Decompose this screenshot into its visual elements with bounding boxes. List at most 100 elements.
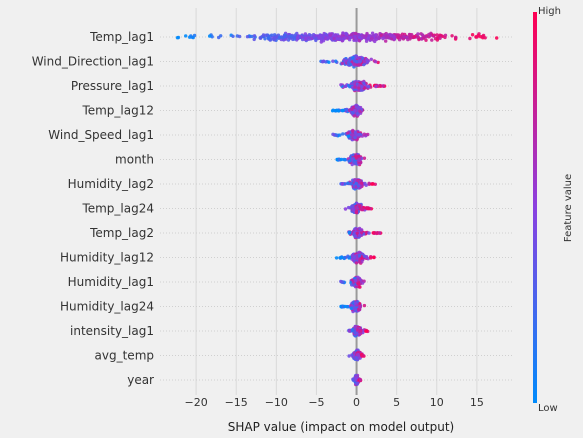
point-month-168 <box>339 157 344 162</box>
point-Temp_lag1-489 <box>245 35 250 39</box>
point-Temp_lag1-412 <box>354 38 359 43</box>
beeswarm-Humidity_lag24 <box>339 299 367 314</box>
point-Temp_lag24-179 <box>358 205 362 209</box>
point-Wind_Direction_lag1-180 <box>369 57 373 61</box>
point-Temp_lag1-188 <box>450 34 454 38</box>
dots-layer <box>175 31 499 387</box>
point-Temp_lag1-447 <box>392 34 396 38</box>
point-Temp_lag1-500 <box>289 34 293 38</box>
point-Wind_Direction_lag1-223 <box>346 61 351 65</box>
point-Temp_lag1-476 <box>362 35 367 40</box>
point-Temp_lag1-497 <box>208 34 212 38</box>
x-tick-label-5: 5 <box>393 396 400 409</box>
point-Temp_lag1-516 <box>343 36 347 40</box>
point-Humidity_lag2-193 <box>359 181 363 185</box>
point-month-181 <box>353 154 358 158</box>
point-Temp_lag1-435 <box>324 36 328 40</box>
point-Temp_lag24-181 <box>364 206 369 210</box>
point-Wind_Direction_lag1-155 <box>362 62 366 67</box>
point-Temp_lag1-430 <box>429 31 433 35</box>
point-Temp_lag1-519 <box>338 37 342 41</box>
point-year-150 <box>358 377 362 382</box>
point-month-170 <box>356 154 361 158</box>
feature-labels: Temp_lag1 Wind_Direction_lag1 Pressure_lag… <box>32 30 154 387</box>
point-Temp_lag1-332 <box>341 31 345 35</box>
point-Temp_lag24-175 <box>354 210 359 215</box>
point-avg_temp-163 <box>356 353 360 357</box>
colorbar: High Low Feature value <box>533 6 574 414</box>
point-Pressure_lag1-203 <box>339 83 343 87</box>
point-Wind_Direction_lag1-221 <box>361 56 365 60</box>
point-Temp_lag1-420 <box>264 33 268 37</box>
point-Temp_lag1-493 <box>353 36 357 40</box>
point-Temp_lag1-449 <box>366 36 370 40</box>
point-Temp_lag1-496 <box>317 35 321 40</box>
point-Pressure_lag1-185 <box>348 85 352 89</box>
point-Wind_Direction_lag1-60 <box>327 60 331 64</box>
colorbar-gradient <box>533 12 537 403</box>
point-Humidity_lag12-141 <box>354 261 359 265</box>
point-Temp_lag1-340 <box>435 33 439 37</box>
point-Humidity_lag2-125 <box>367 181 371 185</box>
point-Humidity_lag1-127 <box>341 280 345 284</box>
point-Temp_lag1-502 <box>344 31 348 36</box>
point-Temp_lag2-127 <box>378 231 382 235</box>
x-tick-label-7: 15 <box>470 396 484 409</box>
feature-label-Temp_lag2: Temp_lag2 <box>89 226 154 240</box>
point-Pressure_lag1-196 <box>362 86 367 90</box>
point-Temp_lag2-141 <box>367 231 371 235</box>
beeswarm-Humidity_lag12 <box>334 250 376 265</box>
point-Temp_lag12-182 <box>350 107 354 111</box>
point-Humidity_lag1-174 <box>350 283 354 287</box>
point-Temp_lag1-92 <box>424 38 428 42</box>
point-Humidity_lag24-173 <box>352 305 356 309</box>
point-month-176 <box>357 158 361 162</box>
point-Temp_lag1-367 <box>406 37 410 42</box>
beeswarm-Temp_lag24 <box>343 201 374 215</box>
point-Temp_lag1-484 <box>328 33 333 37</box>
feature-label-Humidity_lag2: Humidity_lag2 <box>68 177 154 191</box>
point-Temp_lag12-36 <box>330 109 335 113</box>
point-Temp_lag1-115 <box>468 36 472 41</box>
point-Wind_Direction_lag1-220 <box>373 60 378 64</box>
point-Temp_lag1-417 <box>392 37 397 41</box>
x-tick-labels: −20 −15 −10 −5 0 5 10 15 <box>184 396 483 409</box>
point-Humidity_lag2-179 <box>346 181 350 185</box>
point-Temp_lag1-487 <box>357 35 362 40</box>
point-Wind_Speed_lag1-188 <box>353 130 358 134</box>
point-month-97 <box>362 156 367 160</box>
point-Temp_lag24-178 <box>354 206 358 210</box>
point-Humidity_lag1-170 <box>356 282 361 286</box>
point-Temp_lag1-492 <box>385 35 389 40</box>
point-Humidity_lag1-172 <box>358 285 362 289</box>
point-Temp_lag1-511 <box>292 37 297 41</box>
point-Humidity_lag12-199 <box>357 254 362 258</box>
point-Temp_lag1-364 <box>454 35 458 39</box>
point-Humidity_lag12-125 <box>339 255 344 260</box>
point-Temp_lag1-463 <box>396 33 401 37</box>
point-Temp_lag12-172 <box>352 114 356 118</box>
point-Humidity_lag24-148 <box>345 305 350 309</box>
point-Temp_lag1-510 <box>421 36 426 40</box>
point-Pressure_lag1-201 <box>374 84 378 89</box>
point-Humidity_lag12-197 <box>362 254 367 258</box>
point-Temp_lag24-13 <box>343 207 348 211</box>
point-Humidity_lag12-154 <box>369 256 373 260</box>
point-Temp_lag24-160 <box>361 207 365 212</box>
point-Temp_lag1-503 <box>327 36 331 40</box>
point-Pressure_lag1-168 <box>344 84 348 88</box>
colorbar-high-label: High <box>538 6 561 17</box>
point-Temp_lag1-404 <box>402 35 406 39</box>
point-Temp_lag1-282 <box>470 33 475 37</box>
point-Wind_Speed_lag1-170 <box>334 133 339 138</box>
point-Wind_Direction_lag1-229 <box>354 60 359 64</box>
point-Temp_lag1-413 <box>261 33 266 37</box>
point-Wind_Speed_lag1-191 <box>346 134 350 138</box>
point-Pressure_lag1-176 <box>381 84 385 88</box>
beeswarm-year <box>351 373 363 387</box>
point-Temp_lag1-444 <box>410 33 414 37</box>
point-Temp_lag1-506 <box>295 36 300 40</box>
feature-label-year: year <box>127 373 154 387</box>
